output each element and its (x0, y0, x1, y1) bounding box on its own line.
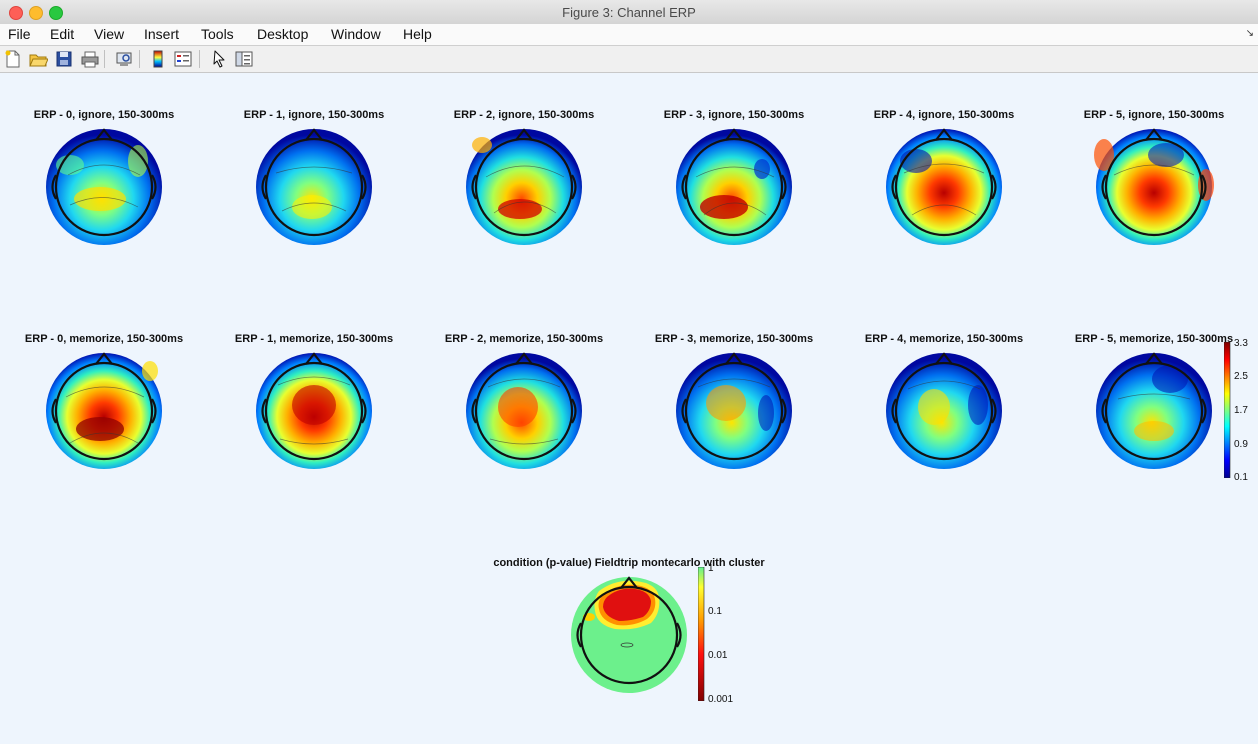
erp-colorbar-tick: 3.3 (1234, 338, 1248, 349)
window-title: Figure 3: Channel ERP (562, 5, 696, 20)
topoplot-ignore-4 (886, 128, 1002, 245)
plot-title: ERP - 5, memorize, 150-300ms (1074, 333, 1234, 345)
topoplot-memorize-3 (676, 352, 792, 469)
pvalue-colorbar (698, 567, 705, 701)
pvalue-colorbar-tick: 1 (708, 563, 714, 574)
topoplot-memorize-5 (1096, 352, 1212, 469)
property-editor-icon[interactable] (234, 49, 254, 69)
stats-plot-title: condition (p-value) Fieldtrip montecarlo… (493, 557, 765, 569)
erp-colorbar-tick: 1.7 (1234, 405, 1248, 416)
toolbar-separator (139, 50, 140, 68)
menu-view[interactable]: View (94, 26, 125, 42)
new-figure-icon[interactable] (3, 49, 23, 69)
plot-title: ERP - 4, memorize, 150-300ms (864, 333, 1024, 345)
topoplot-ignore-1 (256, 128, 372, 245)
plot-title: ERP - 4, ignore, 150-300ms (873, 109, 1015, 121)
open-file-icon[interactable] (28, 49, 48, 69)
menu-help[interactable]: Help (403, 26, 432, 42)
menu-tools[interactable]: Tools (201, 26, 234, 42)
toolbar (0, 46, 1258, 73)
colorbar-icon[interactable] (148, 49, 168, 69)
dock-arrow-icon[interactable]: ↘ (1245, 28, 1254, 39)
legend-icon[interactable] (173, 49, 193, 69)
erp-colorbar-tick: 0.1 (1234, 472, 1248, 483)
plot-title: ERP - 3, ignore, 150-300ms (663, 109, 805, 121)
figure-canvas: ERP - 0, ignore, 150-300ms ERP - 1, igno… (0, 73, 1258, 744)
topoplot-pvalue (571, 576, 687, 693)
erp-colorbar-tick: 2.5 (1234, 371, 1248, 382)
menu-file[interactable]: File (8, 26, 31, 42)
topoplot-ignore-2 (466, 128, 582, 245)
erp-colorbar (1224, 342, 1231, 478)
topoplot-memorize-0 (46, 352, 162, 469)
menu-edit[interactable]: Edit (50, 26, 75, 42)
plot-title: ERP - 5, ignore, 150-300ms (1083, 109, 1225, 121)
close-window-button[interactable] (9, 6, 23, 20)
plot-title: ERP - 3, memorize, 150-300ms (654, 333, 814, 345)
plot-title: ERP - 2, memorize, 150-300ms (444, 333, 604, 345)
print-icon[interactable] (80, 49, 100, 69)
print-preview-icon[interactable] (114, 49, 134, 69)
pointer-icon[interactable] (209, 49, 229, 69)
plot-title: ERP - 1, ignore, 150-300ms (243, 109, 385, 121)
plot-title: ERP - 0, memorize, 150-300ms (24, 333, 184, 345)
topoplot-memorize-1 (256, 352, 372, 469)
menu-bar: File Edit View Insert Tools Desktop Wind… (0, 24, 1258, 46)
topoplot-ignore-3 (676, 128, 792, 245)
topoplot-memorize-4 (886, 352, 1002, 469)
plot-title: ERP - 2, ignore, 150-300ms (453, 109, 595, 121)
title-bar: Figure 3: Channel ERP (0, 0, 1258, 25)
menu-window[interactable]: Window (331, 26, 381, 42)
topoplot-ignore-0 (46, 128, 162, 245)
plot-title: ERP - 0, ignore, 150-300ms (33, 109, 175, 121)
menu-desktop[interactable]: Desktop (257, 26, 309, 42)
menu-insert[interactable]: Insert (144, 26, 180, 42)
toolbar-separator (199, 50, 200, 68)
topoplot-memorize-2 (466, 352, 582, 469)
save-icon[interactable] (54, 49, 74, 69)
plot-title: ERP - 1, memorize, 150-300ms (234, 333, 394, 345)
erp-colorbar-tick: 0.9 (1234, 439, 1248, 450)
minimize-window-button[interactable] (29, 6, 43, 20)
pvalue-colorbar-tick: 0.001 (708, 694, 734, 705)
pvalue-colorbar-tick: 0.1 (708, 606, 722, 617)
pvalue-colorbar-tick: 0.01 (708, 650, 728, 661)
toolbar-separator (104, 50, 105, 68)
zoom-window-button[interactable] (49, 6, 63, 20)
topoplot-ignore-5 (1094, 128, 1214, 245)
